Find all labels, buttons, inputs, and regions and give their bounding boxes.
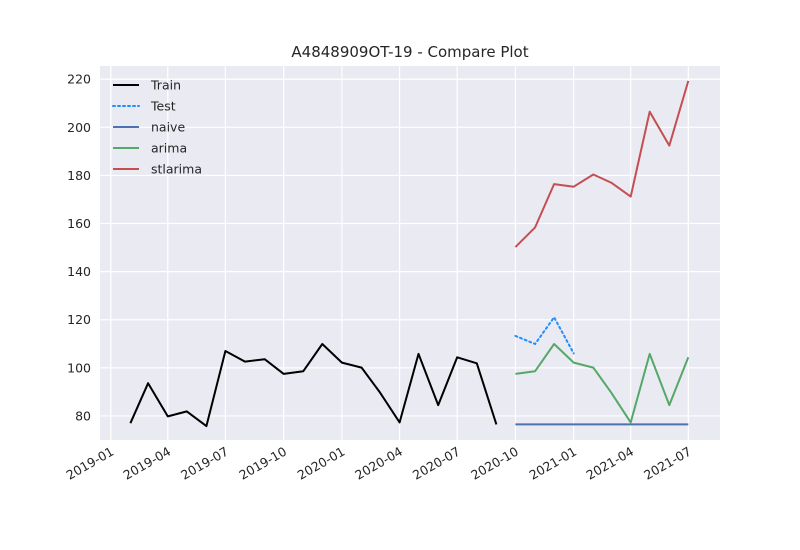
x-tick-label: 2019-04 bbox=[121, 444, 174, 483]
legend-label: arima bbox=[151, 141, 187, 156]
chart-title: A4848909OT-19 - Compare Plot bbox=[291, 43, 528, 61]
x-tick-label: 2021-01 bbox=[526, 444, 579, 483]
x-tick-label: 2020-04 bbox=[352, 444, 405, 483]
y-tick-label: 100 bbox=[67, 360, 91, 375]
y-tick-label: 220 bbox=[67, 72, 91, 87]
y-axis: 80 100 120 140 160 180 200 220 bbox=[67, 72, 91, 424]
y-tick-label: 180 bbox=[67, 168, 91, 183]
legend-label: Train bbox=[150, 78, 181, 93]
x-tick-label: 2021-07 bbox=[641, 444, 694, 483]
x-tick-label: 2020-01 bbox=[295, 444, 348, 483]
legend-label: Test bbox=[150, 99, 176, 114]
y-tick-label: 140 bbox=[67, 264, 91, 279]
series-layer bbox=[129, 80, 690, 428]
series-line-arima bbox=[515, 343, 690, 424]
x-axis: 2019-01 2019-04 2019-07 2019-10 2020-01 2020-… bbox=[64, 444, 694, 483]
y-tick-label: 80 bbox=[75, 408, 91, 423]
x-tick-label: 2021-04 bbox=[583, 444, 636, 483]
plot-area bbox=[100, 66, 720, 440]
x-tick-label: 2020-07 bbox=[410, 444, 463, 483]
legend-label: naive bbox=[151, 120, 185, 135]
y-tick-label: 160 bbox=[67, 216, 91, 231]
x-tick-label: 2020-10 bbox=[468, 444, 521, 483]
grid bbox=[100, 66, 720, 440]
series-line-stlarima bbox=[514, 80, 690, 248]
series-line-Train bbox=[129, 343, 498, 428]
series-line-Test bbox=[514, 316, 575, 355]
y-tick-label: 200 bbox=[67, 120, 91, 135]
y-tick-label: 120 bbox=[67, 312, 91, 327]
x-tick-label: 2019-01 bbox=[64, 444, 117, 483]
x-tick-label: 2019-10 bbox=[236, 444, 289, 483]
legend: Train Test naive arima stlarima bbox=[112, 78, 202, 177]
legend-label: stlarima bbox=[151, 162, 202, 177]
x-tick-label: 2019-07 bbox=[178, 444, 231, 483]
